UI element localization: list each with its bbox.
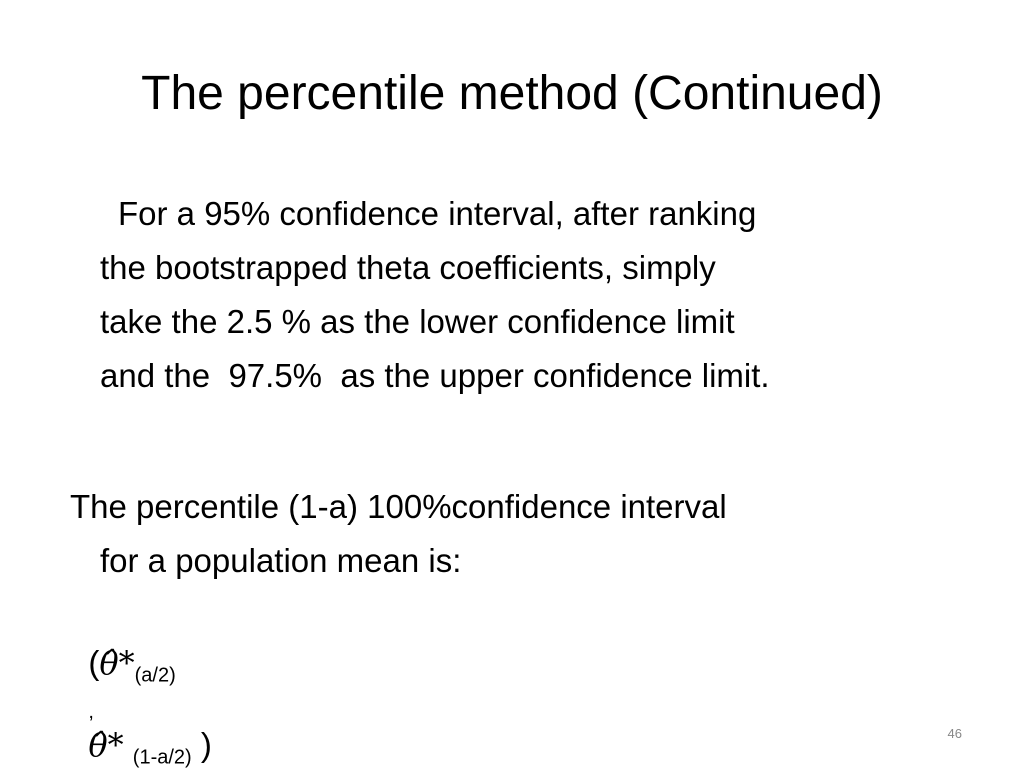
formula: (θ̂*(a/2) , θ̂* (1-a/2) ) xyxy=(70,606,212,769)
body-line: The percentile (1-a) 100%confidence inte… xyxy=(70,488,727,525)
subscript: (1-a/2) xyxy=(132,746,192,769)
formula-open: ( xyxy=(88,644,100,681)
body-line: For a 95% confidence interval, after ran… xyxy=(118,195,757,232)
page-number: 46 xyxy=(947,726,962,741)
body-line: and the 97.5% as the upper confidence li… xyxy=(100,357,770,394)
body-line: the bootstrapped theta coefficients, sim… xyxy=(100,249,716,286)
subscript: (a/2) xyxy=(134,664,176,687)
body-line: for a population mean is: xyxy=(100,542,462,579)
formula-close: ) xyxy=(200,725,212,763)
theta-symbol: θ̂* xyxy=(99,644,135,682)
separator: , xyxy=(88,700,94,723)
theta-symbol: θ̂* xyxy=(88,725,124,764)
slide-title: The percentile method (Continued) xyxy=(141,67,883,120)
body-line: take the 2.5 % as the lower confidence l… xyxy=(100,303,735,340)
